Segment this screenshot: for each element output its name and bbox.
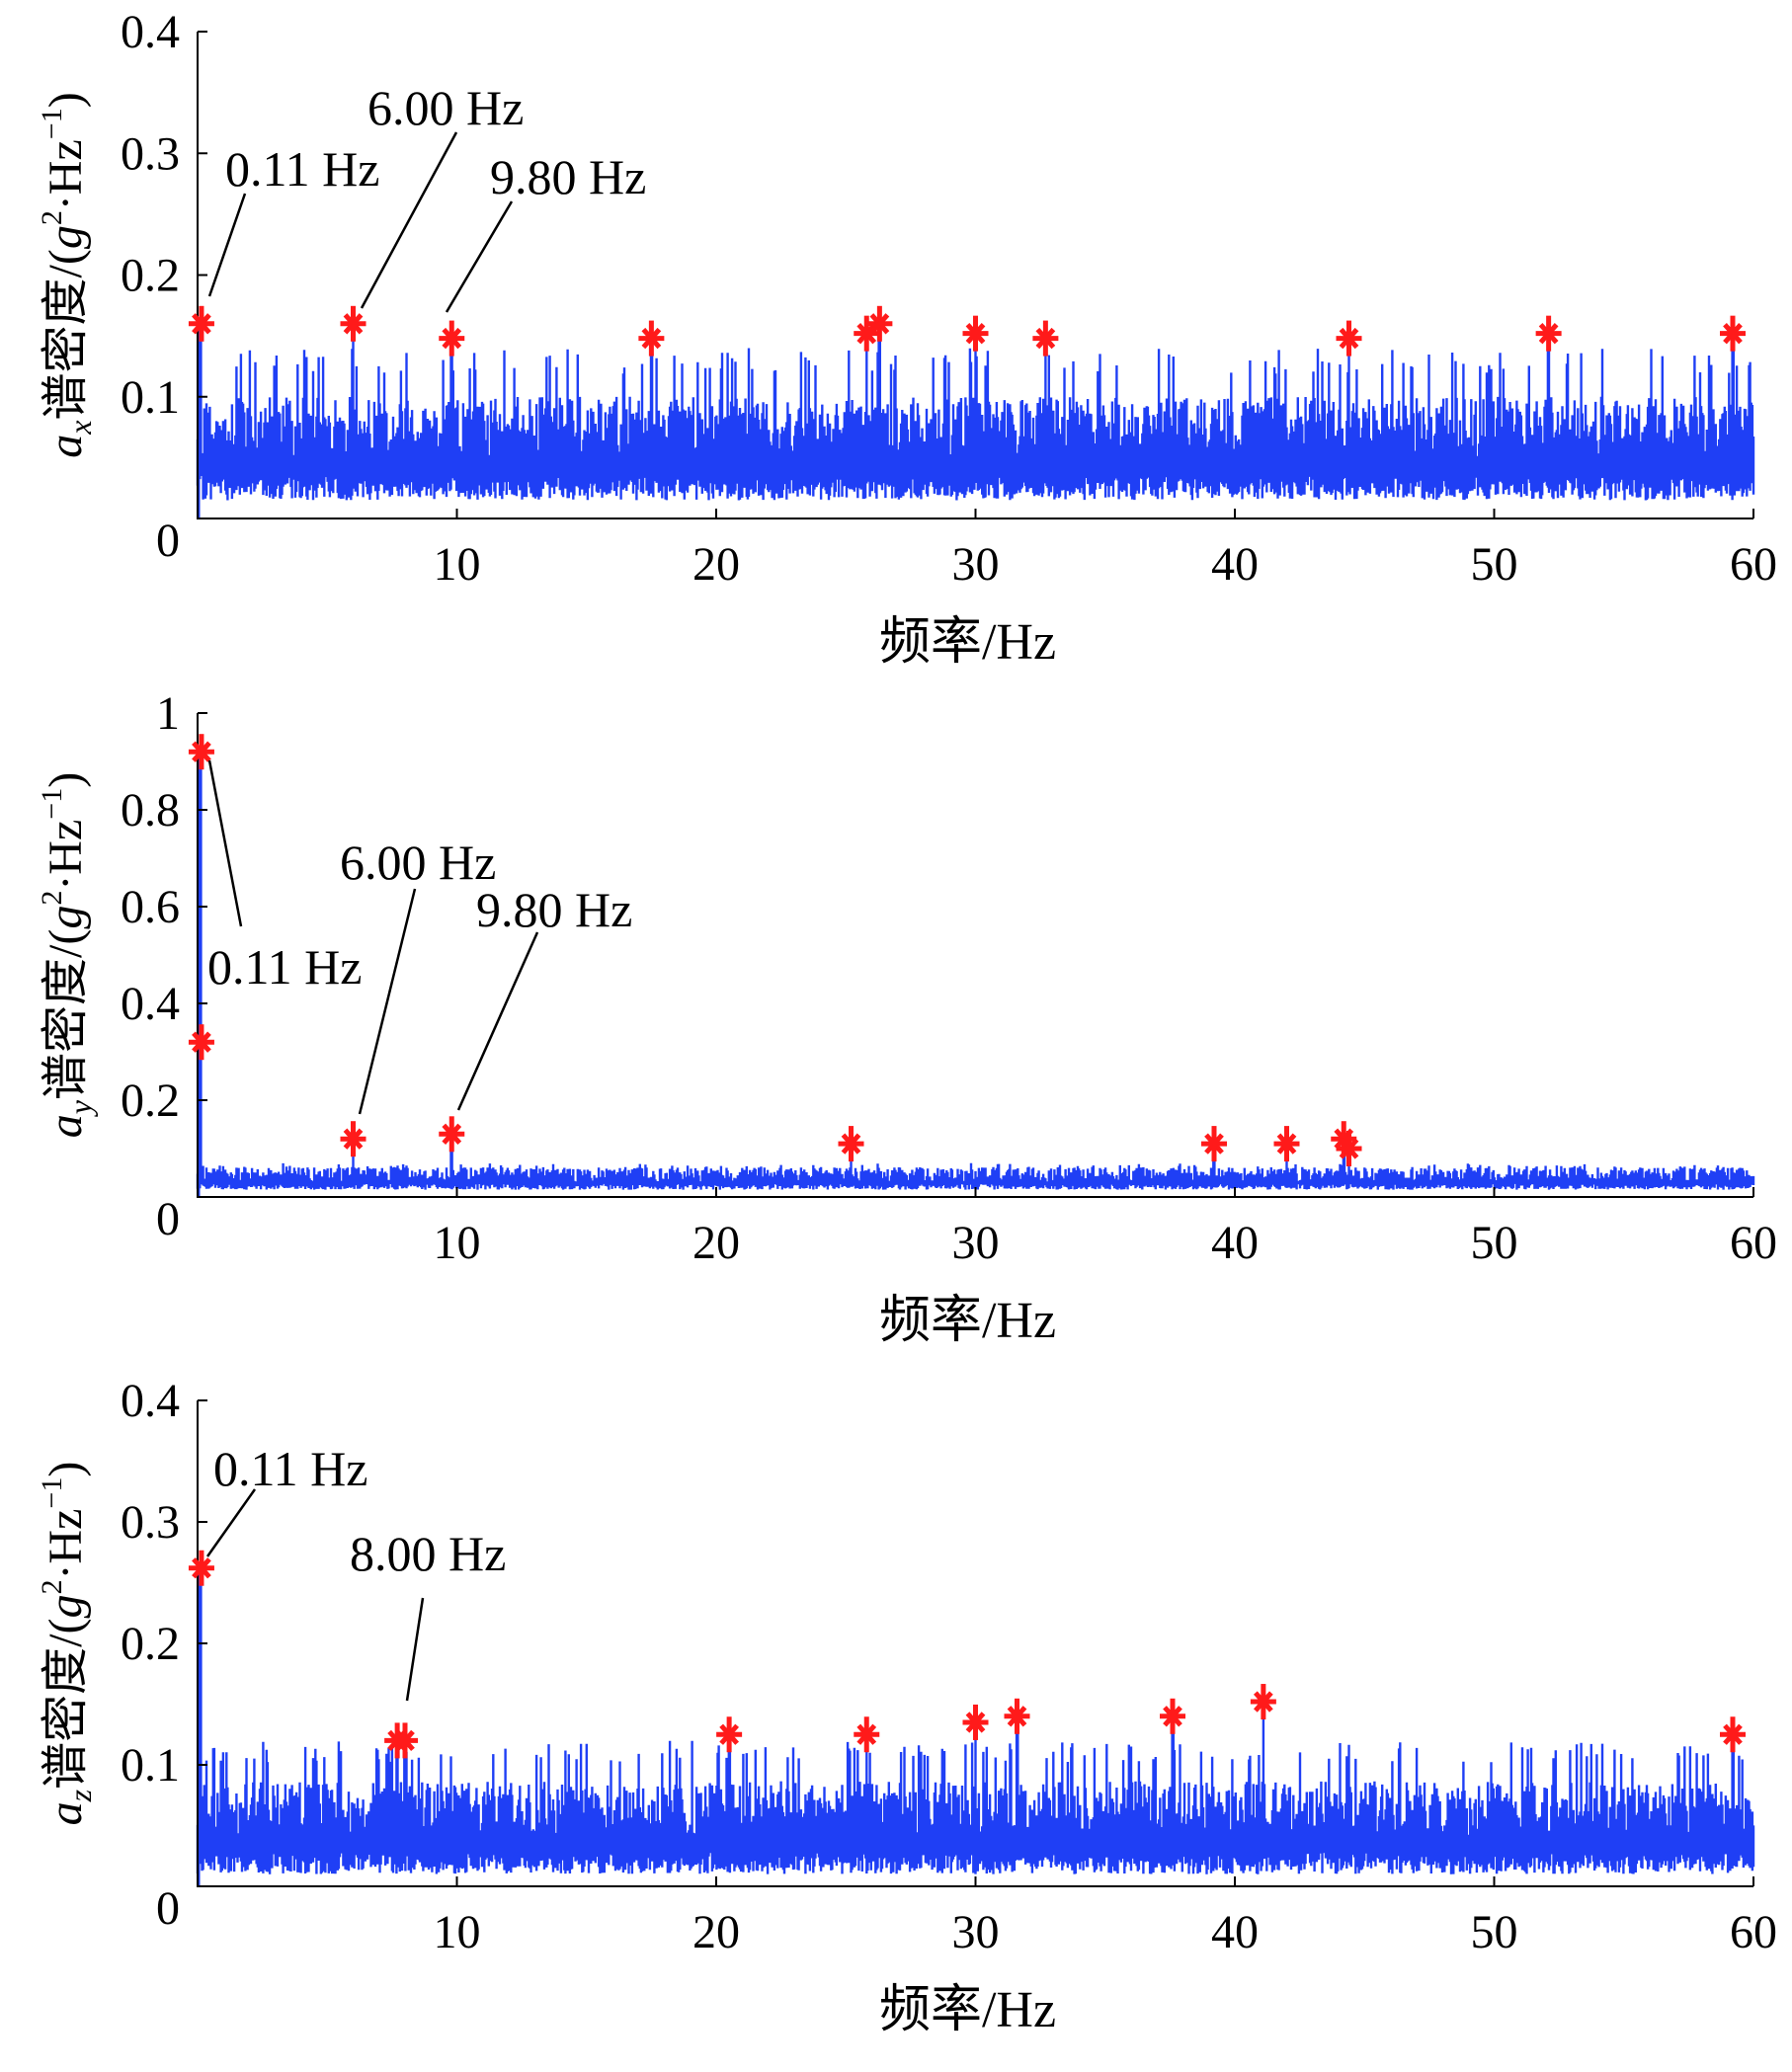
y-tick-label: 0.4 bbox=[121, 978, 180, 1030]
y-tick-label: 0 bbox=[156, 515, 180, 567]
peak-marker bbox=[340, 1121, 367, 1157]
y-tick-label: 0.2 bbox=[121, 250, 180, 302]
peak-marker bbox=[188, 305, 214, 342]
peak-marker bbox=[716, 1716, 743, 1753]
annotation-leader-line bbox=[360, 131, 458, 309]
peak-marker bbox=[1032, 320, 1059, 357]
peak-marker bbox=[1720, 315, 1746, 352]
peak-marker bbox=[1720, 1716, 1746, 1753]
annotation-leader-line bbox=[445, 200, 514, 313]
axes-frame bbox=[197, 713, 1753, 1198]
peak-marker bbox=[962, 1704, 989, 1740]
peak-annotation: 9.80 Hz bbox=[490, 149, 646, 204]
x-tick-label: 60 bbox=[1730, 1217, 1777, 1269]
y-axis-label: ay谱密度/(g2·Hz−1) bbox=[36, 772, 98, 1138]
peak-marker bbox=[866, 305, 893, 342]
x-tick-label: 60 bbox=[1730, 538, 1777, 591]
y-tick-label: 0.1 bbox=[121, 1739, 180, 1792]
x-tick-label: 50 bbox=[1471, 538, 1518, 591]
x-tick-label: 30 bbox=[952, 1217, 1000, 1269]
y-tick-label: 0.3 bbox=[121, 127, 180, 180]
y-tick-label: 1 bbox=[156, 687, 180, 740]
y-tick-label: 0 bbox=[156, 1193, 180, 1245]
x-axis-label: 频率/Hz bbox=[879, 614, 1056, 671]
chart-panel-2: 10 20 30 40 50 60 0 0.2 0.4 0.6 0.8 1 频率/Hz ay谱密度/(g2… bbox=[36, 687, 1777, 1349]
annotation-leader-line bbox=[207, 193, 247, 297]
peak-marker bbox=[962, 315, 989, 352]
peak-annotation: 0.11 Hz bbox=[225, 141, 379, 197]
peak-marker bbox=[439, 320, 465, 357]
peak-marker bbox=[392, 1722, 418, 1759]
peak-annotation: 9.80 Hz bbox=[476, 882, 632, 937]
peak-marker bbox=[188, 1550, 214, 1586]
psd-series-line bbox=[196, 323, 1755, 518]
y-tick-label: 0.2 bbox=[121, 1618, 180, 1670]
peak-annotation: 0.11 Hz bbox=[213, 1441, 367, 1496]
y-tick-label: 0.4 bbox=[121, 1375, 180, 1427]
y-axis-label: ax谱密度/(g2·Hz−1) bbox=[36, 92, 98, 457]
peak-marker bbox=[439, 1116, 465, 1153]
x-tick-label: 40 bbox=[1211, 1906, 1259, 1958]
peak-marker bbox=[1336, 320, 1362, 357]
peak-marker bbox=[838, 1126, 864, 1162]
annotation-leader-line bbox=[205, 1488, 257, 1557]
x-tick-label: 10 bbox=[434, 538, 481, 591]
peak-marker bbox=[854, 1716, 880, 1753]
x-tick-label: 20 bbox=[692, 1217, 740, 1269]
x-tick-label: 30 bbox=[952, 1906, 1000, 1958]
peak-annotation: 8.00 Hz bbox=[350, 1526, 506, 1581]
peak-marker bbox=[1250, 1684, 1276, 1720]
peak-marker bbox=[1160, 1698, 1185, 1734]
peak-marker bbox=[1004, 1698, 1030, 1734]
peak-marker bbox=[1336, 1131, 1362, 1166]
x-tick-label: 10 bbox=[434, 1906, 481, 1958]
y-tick-label: 0.4 bbox=[121, 6, 180, 58]
x-tick-label: 50 bbox=[1471, 1217, 1518, 1269]
peak-marker bbox=[638, 320, 665, 357]
x-tick-label: 50 bbox=[1471, 1906, 1518, 1958]
x-tick-label: 30 bbox=[952, 538, 1000, 591]
x-tick-label: 20 bbox=[692, 1906, 740, 1958]
peak-annotation: 0.11 Hz bbox=[207, 939, 362, 995]
x-tick-label: 40 bbox=[1211, 538, 1259, 591]
x-axis-label: 频率/Hz bbox=[879, 1982, 1056, 2038]
x-axis-label: 频率/Hz bbox=[879, 1293, 1056, 1349]
peak-marker bbox=[854, 315, 880, 352]
x-tick-label: 40 bbox=[1211, 1217, 1259, 1269]
peak-marker bbox=[340, 305, 367, 342]
peak-marker bbox=[1535, 315, 1562, 352]
y-tick-label: 0.2 bbox=[121, 1075, 180, 1127]
chart-panel-3: 10 20 30 40 50 60 0 0.1 0.2 0.3 0.4 频率/Hz az谱密度/(g2·… bbox=[36, 1375, 1777, 2038]
x-tick-label: 60 bbox=[1730, 1906, 1777, 1958]
peak-marker bbox=[1201, 1126, 1227, 1162]
y-tick-label: 0.3 bbox=[121, 1496, 180, 1549]
chart-panel-1: 10 20 30 40 50 60 0 0.1 0.2 0.3 0.4 频率/Hz ax谱密度/(g2·… bbox=[36, 6, 1777, 671]
x-tick-label: 20 bbox=[692, 538, 740, 591]
y-tick-label: 0.1 bbox=[121, 371, 180, 424]
annotation-leader-line bbox=[207, 759, 243, 927]
x-tick-label: 10 bbox=[434, 1217, 481, 1269]
y-tick-label: 0.8 bbox=[121, 784, 180, 837]
peak-marker bbox=[1273, 1126, 1300, 1162]
peak-marker bbox=[188, 1024, 214, 1061]
annotation-leader-line bbox=[405, 1597, 425, 1702]
y-tick-label: 0 bbox=[156, 1882, 180, 1935]
y-tick-label: 0.6 bbox=[121, 881, 180, 933]
peak-marker bbox=[188, 734, 214, 770]
psd-series-line bbox=[196, 752, 1755, 1197]
peak-annotation: 6.00 Hz bbox=[367, 80, 524, 135]
annotation-leader-line bbox=[358, 888, 417, 1115]
y-axis-label: az谱密度/(g2·Hz−1) bbox=[36, 1462, 98, 1826]
peak-annotation: 6.00 Hz bbox=[340, 835, 496, 890]
annotation-leader-line bbox=[456, 931, 539, 1111]
